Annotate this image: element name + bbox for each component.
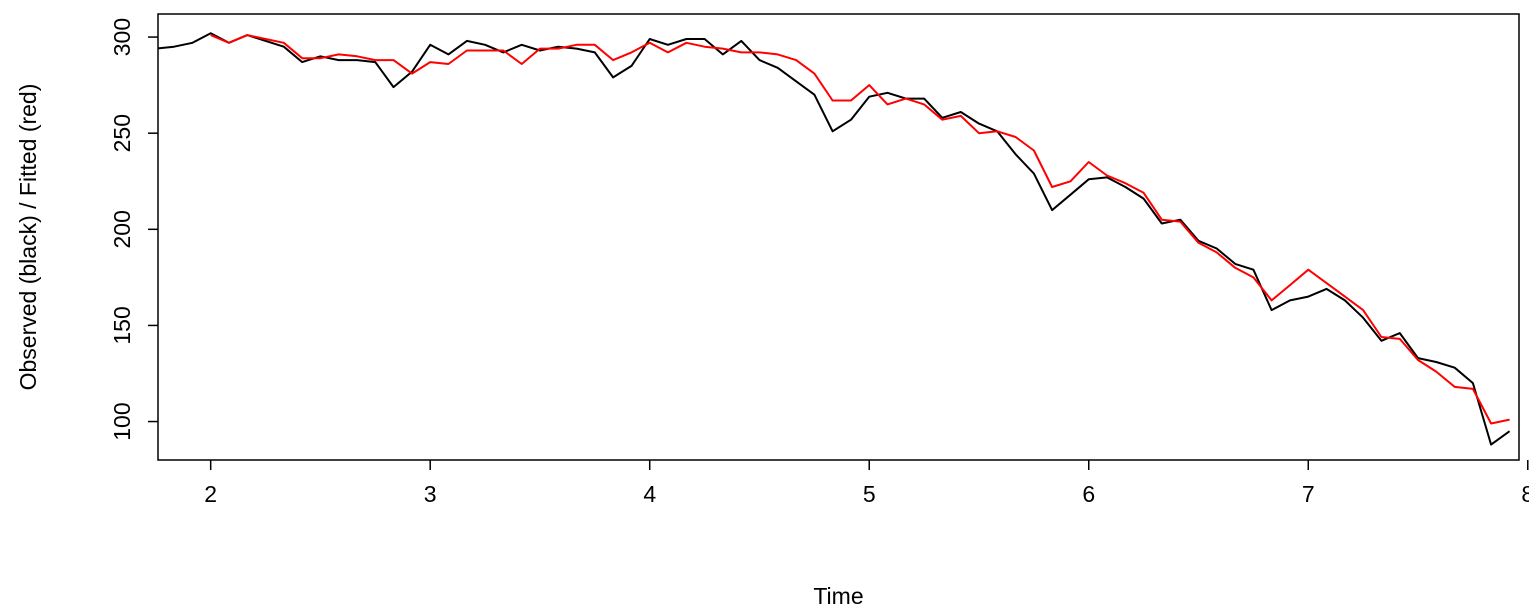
x-axis: 2 3 4 5 6 7 8 [204, 460, 1529, 507]
series-line-fitted [210, 34, 1510, 425]
y-tick-label: 100 [109, 402, 135, 440]
plot-lines [158, 32, 1511, 446]
x-tick-label: 8 [1521, 481, 1529, 507]
y-axis-title: Observed (black) / Fitted (red) [15, 84, 41, 391]
y-tick-label: 150 [109, 306, 135, 344]
y-tick-label: 250 [109, 114, 135, 152]
plot-border [157, 13, 1520, 461]
x-tick-label: 4 [643, 481, 656, 507]
x-tick-label: 6 [1082, 481, 1095, 507]
y-tick-label: 200 [109, 210, 135, 248]
y-tick-label: 300 [109, 18, 135, 56]
x-tick-label: 2 [204, 481, 217, 507]
x-axis-title: Time [813, 583, 863, 609]
y-axis: 100 150 200 250 300 [109, 18, 158, 441]
x-tick-label: 3 [424, 481, 437, 507]
x-tick-label: 5 [863, 481, 876, 507]
x-tick-label: 7 [1302, 481, 1315, 507]
series-line-observed [158, 32, 1511, 446]
